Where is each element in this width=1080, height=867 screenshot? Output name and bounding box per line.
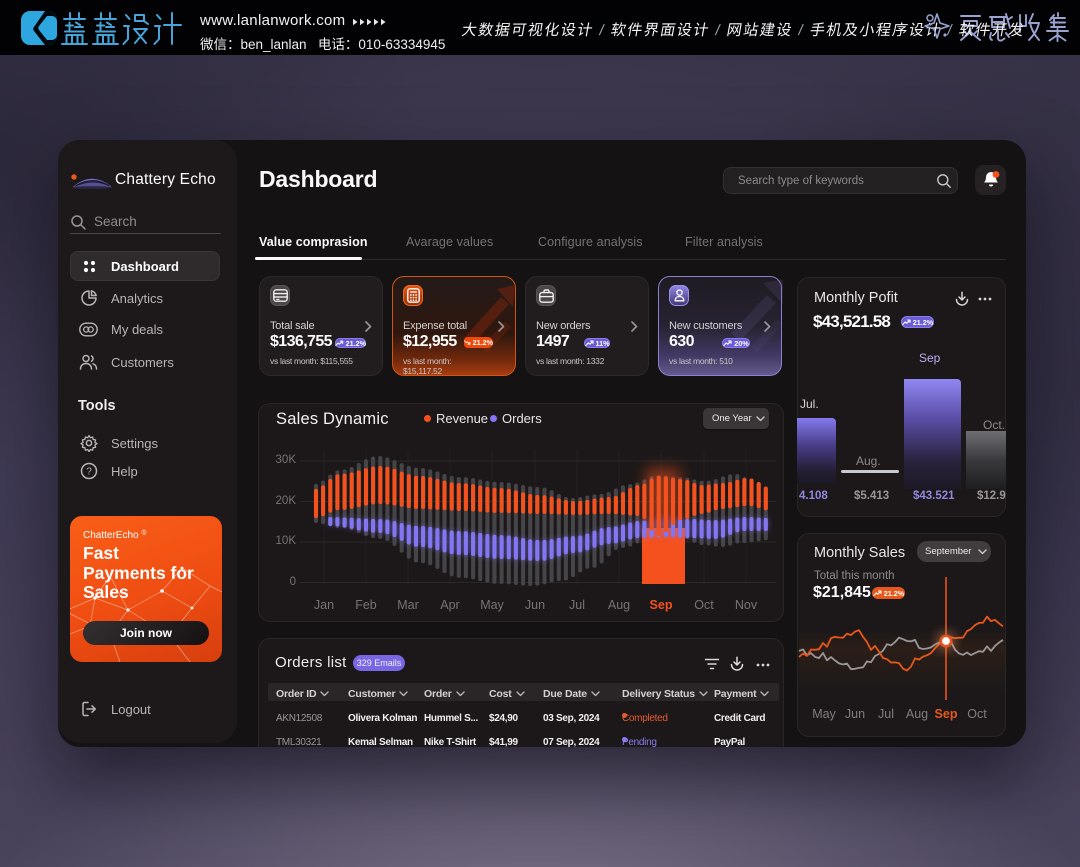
svg-text:?: ?	[86, 467, 92, 478]
